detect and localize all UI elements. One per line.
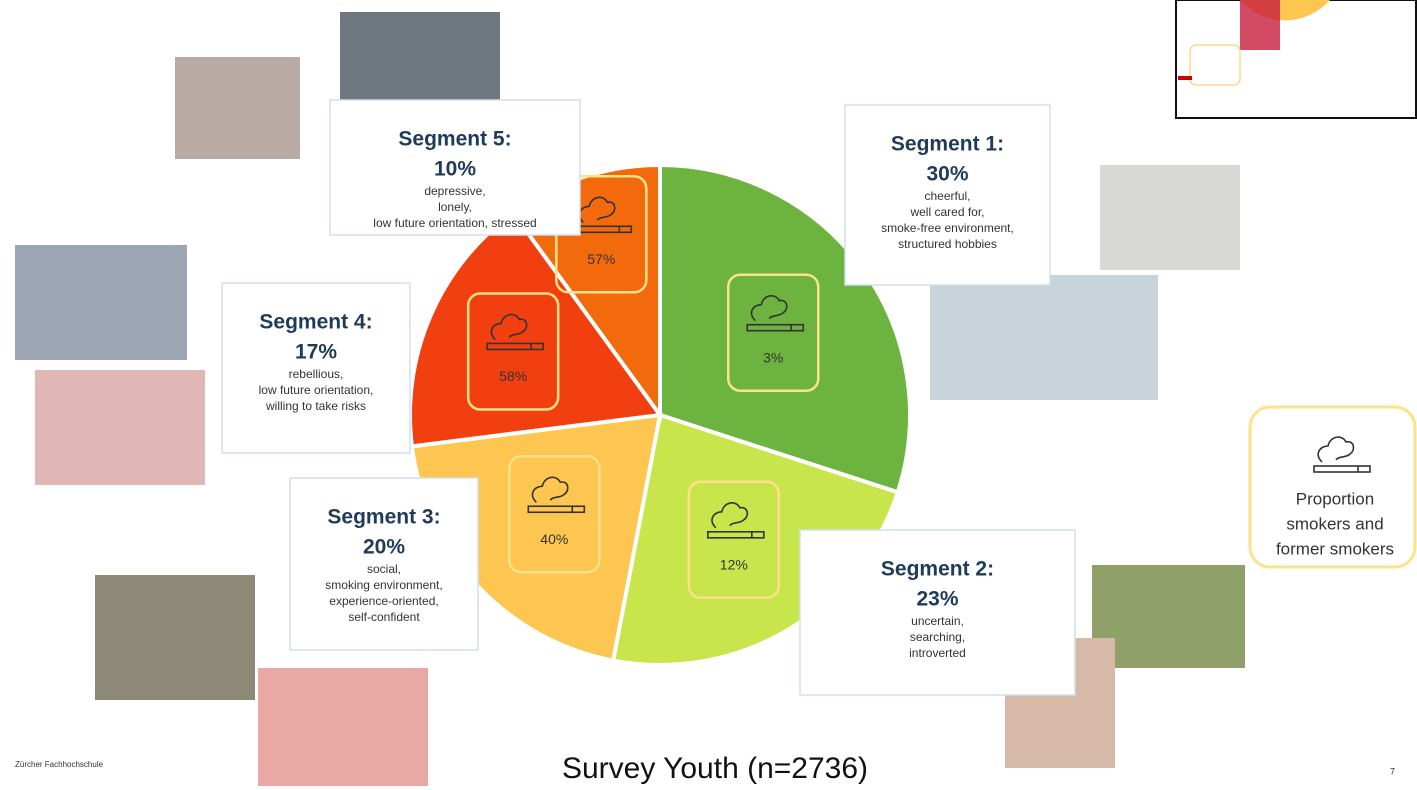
smoker-label: 12%: [720, 557, 748, 573]
segment-percent: 20%: [363, 536, 405, 559]
segment-description: depressive,: [424, 184, 485, 198]
segment-description: low future orientation, stressed: [373, 216, 536, 230]
photo: [1092, 565, 1245, 668]
segment-description: introverted: [909, 646, 966, 660]
legend-text: smokers and: [1286, 514, 1383, 533]
smoker-label: 57%: [587, 251, 615, 267]
photo: [1100, 165, 1240, 270]
segment-title: Segment 4:: [259, 311, 372, 334]
cigarette-icon: [707, 502, 765, 539]
photos: [15, 12, 1245, 786]
cigarette: [707, 531, 765, 539]
cigarette: [486, 342, 544, 351]
segment-description: smoke-free environment,: [881, 221, 1014, 235]
smoker-label: 3%: [763, 349, 783, 365]
segment-box: [329, 99, 581, 236]
thumbnail: [1175, 0, 1417, 119]
photo: [340, 12, 500, 102]
cigarette: [746, 323, 805, 332]
segment-description: low future orientation,: [259, 383, 374, 397]
thumbnail-frame: [1175, 0, 1417, 119]
smoke: [1317, 436, 1355, 463]
segment-description: cheerful,: [924, 189, 970, 203]
legend: Proportion smokers and former smokers: [1276, 436, 1394, 558]
legend-box: [1248, 405, 1417, 569]
cigarette-icon: [746, 295, 805, 332]
segment-box: [289, 477, 479, 651]
smoker-label: 40%: [540, 531, 568, 547]
cigarette: [1313, 465, 1371, 473]
segment-description: self-confident: [348, 610, 420, 624]
segment-box: [844, 104, 1051, 286]
segment-description: searching,: [910, 630, 965, 644]
photo: [15, 245, 187, 360]
segment-percent: 23%: [916, 588, 958, 611]
segment-percent: 10%: [434, 158, 476, 181]
segment-percent: 17%: [295, 341, 337, 364]
legend-text: former smokers: [1276, 539, 1394, 558]
smoker-box: [727, 273, 820, 392]
cigarette: [527, 505, 586, 514]
segment-description: lonely,: [438, 200, 472, 214]
photo: [930, 275, 1158, 400]
segment-description: willing to take risks: [265, 399, 366, 413]
cigarette-icon: [486, 313, 544, 351]
segment-title: Segment 2:: [881, 558, 994, 581]
segment-percent: 30%: [926, 163, 968, 186]
segment-title: Segment 3:: [327, 506, 440, 529]
segment-description: smoking environment,: [325, 578, 442, 592]
segment-boxes: Segment 1: 30% cheerful, well cared for, smo…: [221, 99, 1076, 696]
cigarette-icon: [527, 476, 586, 514]
segment-title: Segment 5:: [398, 128, 511, 151]
pie: 3% 12% 40% 58% 57%: [408, 162, 912, 667]
smoke: [531, 476, 569, 503]
segment-description: uncertain,: [911, 614, 964, 628]
smoker-label: 58%: [499, 368, 527, 384]
legend-text: Proportion: [1296, 489, 1374, 508]
segment-description: rebellious,: [289, 367, 344, 381]
segment-description: structured hobbies: [898, 237, 997, 251]
segment-box: [799, 529, 1076, 696]
smoke: [578, 196, 616, 223]
smoker-box: [687, 480, 781, 600]
smoke: [750, 295, 788, 322]
smoker-box: [508, 455, 601, 574]
smoker-box: [466, 292, 560, 411]
photo: [35, 370, 205, 485]
segment-box: [221, 282, 411, 454]
page-number: 7: [1390, 766, 1395, 776]
segment-description: experience-oriented,: [329, 594, 438, 608]
smoke: [490, 313, 528, 341]
segment-description: well cared for,: [909, 205, 984, 219]
segment-title: Segment 1:: [891, 133, 1004, 156]
photo: [95, 575, 255, 700]
segment-description: social,: [367, 562, 401, 576]
photo: [258, 668, 428, 786]
smoke: [711, 502, 749, 529]
cigarette-icon: [1313, 436, 1371, 473]
caption: Survey Youth (n=2736): [562, 752, 868, 785]
footer: Zürcher Fachhochschule: [15, 760, 104, 769]
photo: [175, 57, 300, 159]
